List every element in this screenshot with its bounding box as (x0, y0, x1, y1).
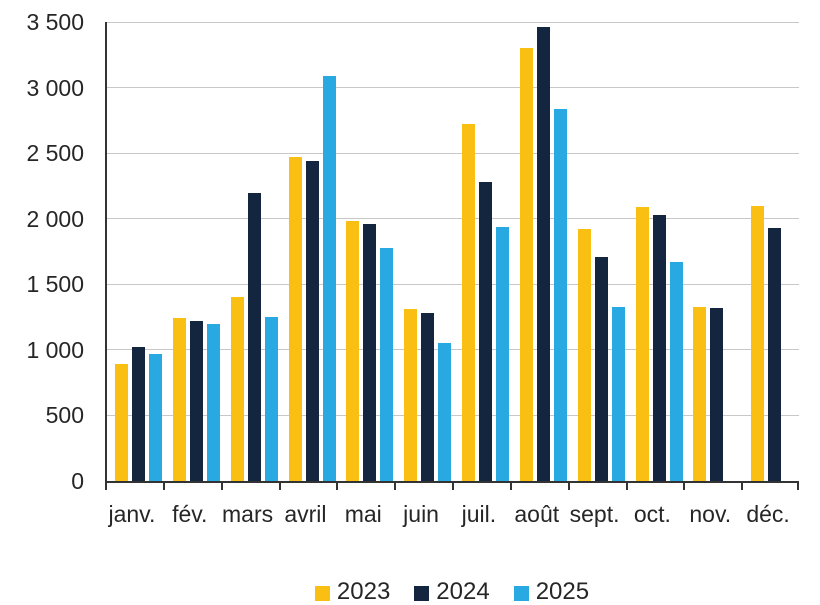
bar-2023-mai (346, 221, 360, 481)
bar-2024-mai (363, 223, 377, 481)
x-category-label: juin (403, 501, 439, 527)
gridline (105, 349, 799, 351)
bar-2023-déc (751, 205, 765, 481)
gridline (105, 218, 799, 220)
gridline (105, 283, 799, 285)
bar-2024-mars (247, 192, 261, 481)
bar-2023-août (519, 48, 533, 481)
bar-2024-juil (479, 182, 492, 481)
x-axis-tick (509, 481, 512, 490)
bar-2023-mars (230, 297, 244, 481)
bar-2024-fév (189, 321, 203, 481)
bar-2024-nov (710, 307, 724, 481)
y-axis-line (105, 22, 107, 489)
plot-area (105, 21, 799, 490)
gridline (105, 21, 799, 23)
bar-2025-mai (380, 247, 394, 481)
x-category-label: fév. (172, 501, 208, 527)
x-axis-tick (105, 481, 107, 490)
bar-2025-fév (206, 323, 220, 481)
legend-label: 2024 (436, 578, 490, 605)
bar-2025-oct (669, 262, 683, 481)
x-category-label: août (514, 501, 560, 527)
y-tick-label: 2 000 (26, 205, 84, 232)
y-tick-label: 3 500 (26, 9, 84, 35)
y-tick-label: 1 500 (26, 271, 84, 298)
y-tick-label: 3 000 (26, 74, 84, 101)
x-axis-tick (336, 481, 339, 490)
bar-2025-sept (611, 306, 625, 481)
bar-2024-déc (768, 227, 782, 481)
bar-2025-juin (438, 343, 452, 481)
x-category-label: mai (344, 501, 382, 527)
bar-2024-sept (594, 256, 608, 481)
x-axis-tick (567, 481, 570, 490)
x-category-label: avril (284, 501, 327, 527)
bar-2025-juil (496, 226, 509, 481)
x-category-label: janv. (108, 501, 156, 527)
legend-label: 2023 (336, 578, 391, 605)
y-tick-label: 1 000 (26, 336, 84, 363)
bar-2023-janv (115, 364, 128, 481)
x-category-label: sept. (569, 501, 620, 527)
gridline (105, 414, 799, 416)
x-axis-tick (797, 481, 799, 490)
y-tick-label: 2 500 (26, 140, 84, 167)
x-axis-tick (741, 481, 744, 490)
gridline (105, 87, 799, 89)
y-tick-label: 0 (71, 468, 84, 494)
x-category-label: déc. (746, 501, 790, 527)
bar-2025-août (553, 108, 567, 481)
bar-2023-sept (577, 229, 591, 481)
x-category-label: oct. (633, 501, 671, 527)
legend-item-2024: 2024 (414, 578, 490, 605)
x-axis-tick (162, 481, 165, 490)
x-axis-tick (683, 481, 686, 490)
bar-2024-août (536, 27, 550, 481)
legend-item-2025: 2025 (513, 578, 590, 605)
bar-2025-janv (149, 353, 162, 481)
legend: 2023 2024 2025 (105, 580, 799, 604)
bar-2023-oct (635, 206, 649, 481)
bar-2023-avril (288, 157, 302, 481)
bar-2024-juin (421, 313, 435, 481)
bar-2025-mars (264, 317, 278, 481)
bar-2023-nov (693, 306, 707, 481)
bar-2023-juil (462, 124, 475, 481)
legend-item-2023: 2023 (314, 578, 391, 605)
bar-2023-juin (404, 309, 418, 481)
bar-2023-fév (172, 318, 186, 481)
x-axis-tick (278, 481, 281, 490)
legend-label: 2025 (535, 578, 590, 605)
x-axis-tick (452, 481, 454, 490)
legend-swatch-icon (513, 585, 529, 601)
x-category-label: mars (222, 501, 274, 527)
x-axis-tick (220, 481, 223, 490)
y-tick-label: 500 (45, 402, 84, 429)
x-axis-tick (625, 481, 628, 490)
bar-2024-oct (652, 214, 666, 481)
bar-2025-avril (322, 75, 336, 481)
bar-2024-janv (132, 347, 145, 481)
gridline (105, 152, 799, 154)
legend-swatch-icon (414, 585, 430, 601)
x-axis-tick (394, 481, 397, 490)
x-category-label: nov. (689, 501, 732, 527)
x-category-label: juil. (461, 501, 497, 527)
bar-2024-avril (305, 161, 319, 481)
legend-swatch-icon (314, 585, 330, 601)
